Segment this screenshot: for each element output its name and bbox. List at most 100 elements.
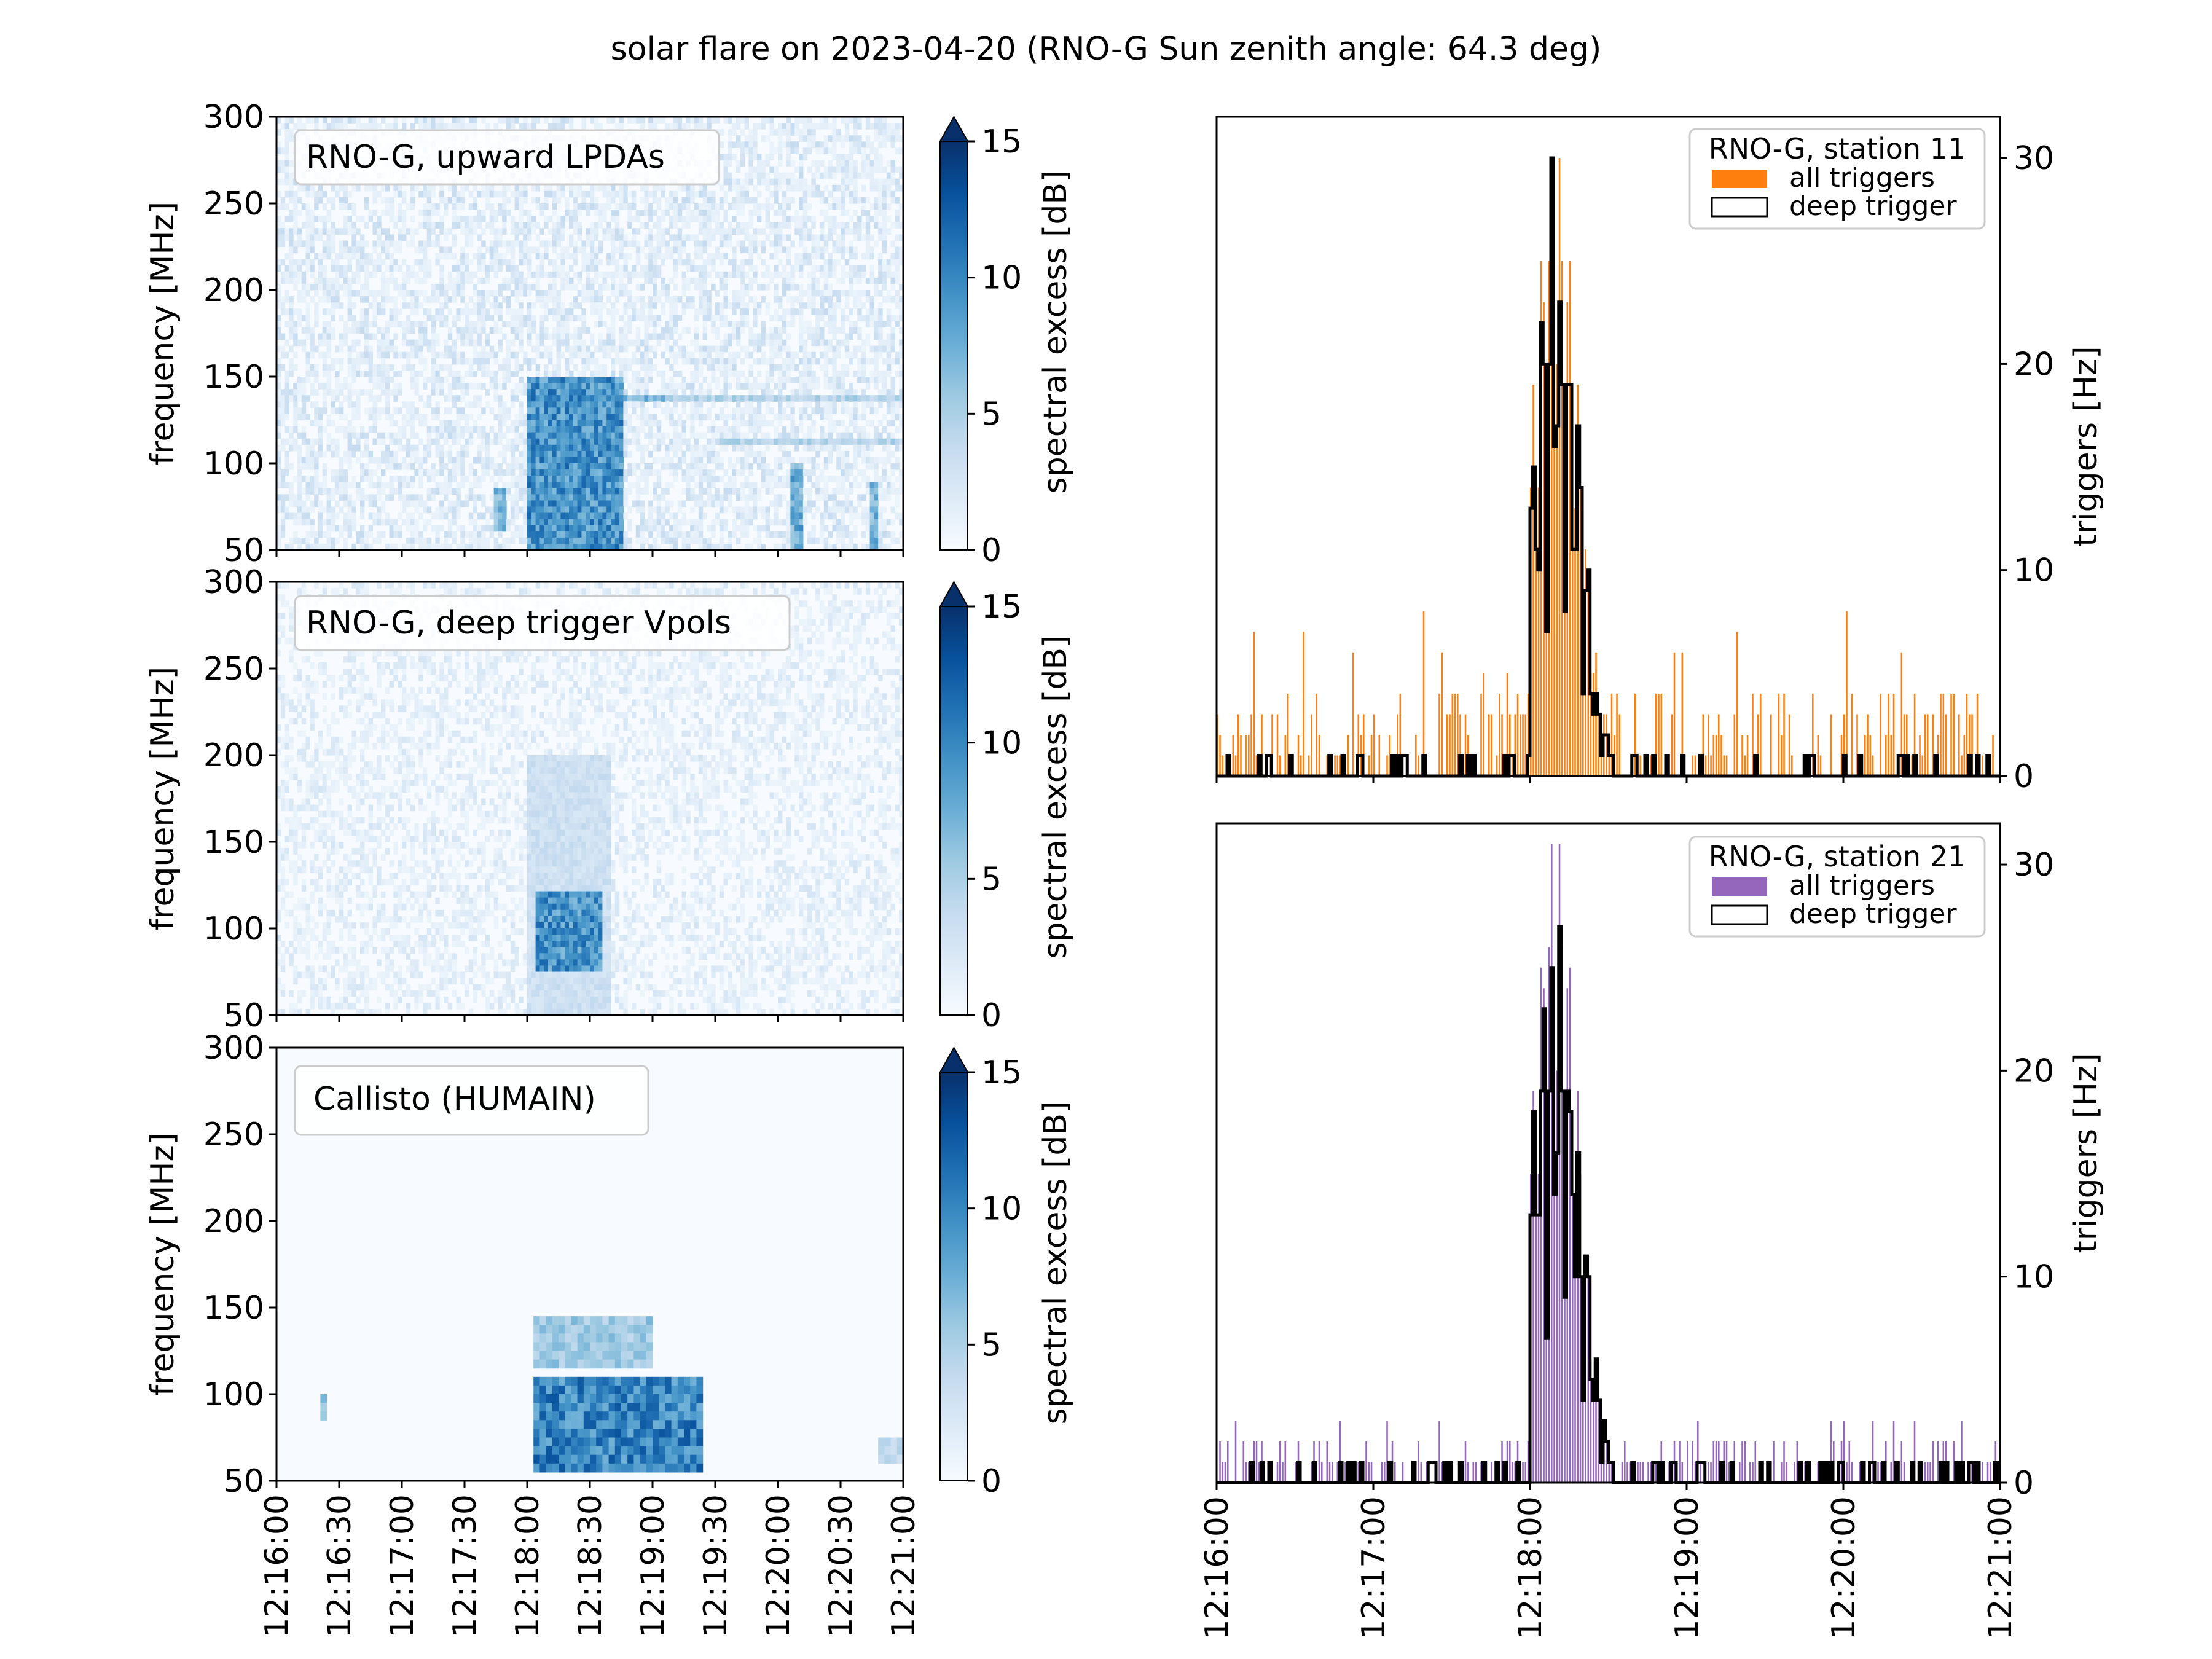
heatmap-cell [289,265,294,272]
heatmap-cell [828,420,833,427]
heatmap-cell [586,290,590,297]
heatmap-cell [569,389,574,396]
heatmap-cell [539,407,544,415]
heatmap-cell [598,407,603,415]
heatmap-cell [611,327,616,334]
heatmap-cell [728,172,732,179]
heatmap-cell [769,240,774,248]
heatmap-cell [573,302,578,309]
heatmap-cell [368,345,373,353]
heatmap-cell [890,135,895,142]
heatmap-cell [807,147,812,155]
heatmap-cell [619,358,624,365]
heatmap-cell [707,117,712,124]
heatmap-cell [586,351,590,359]
heatmap-cell [635,345,641,353]
heatmap-cell [498,426,503,433]
heatmap-cell [794,364,799,371]
heatmap-cell [393,389,398,396]
heatmap-cell [640,222,645,229]
heatmap-cell [594,253,599,260]
heatmap-cell [535,265,540,272]
heatmap-cell [895,407,900,415]
heatmap-cell [644,253,649,260]
heatmap-cell [586,432,590,439]
heatmap-cell [297,308,302,315]
heatmap-cell [644,321,649,328]
heatmap-cell [477,339,482,347]
heatmap-cell [702,283,707,291]
heatmap-cell [460,228,465,235]
heatmap-cell [748,222,753,229]
heatmap-cell [510,222,516,229]
heatmap-cell [811,333,816,340]
heatmap-cell [686,358,691,365]
heatmap-cell [310,296,315,303]
heatmap-cell [698,190,704,198]
heatmap-cell [707,197,712,204]
heatmap-cell [577,210,582,216]
heatmap-cell [552,234,557,241]
heatmap-cell [698,296,704,303]
heatmap-cell [385,351,390,359]
heatmap-cell [581,426,586,433]
heatmap-cell [744,377,749,383]
heatmap-cell [326,414,331,421]
heatmap-cell [790,377,795,383]
heatmap-cell [465,184,469,192]
heatmap-cell [343,246,348,254]
heatmap-cell [602,228,607,235]
heatmap-cell [653,253,657,260]
heatmap-cell [552,407,557,415]
heatmap-cell [573,377,578,383]
heatmap-cell [548,123,553,130]
heatmap-cell [356,290,361,297]
heatmap-cell [794,296,799,303]
heatmap-cell [802,123,808,130]
heatmap-cell [653,321,657,328]
heatmap-cell [602,351,607,359]
heatmap-cell [598,370,603,377]
heatmap-cell [318,197,323,204]
heatmap-cell [284,190,289,198]
heatmap-cell [823,141,829,148]
heatmap-cell [807,296,812,303]
heatmap-cell [648,216,653,222]
heatmap-cell [581,358,586,365]
heatmap-cell [502,377,507,383]
heatmap-cell [335,407,340,415]
heatmap-cell [623,265,628,272]
heatmap-cell [895,358,900,365]
heatmap-cell [635,426,641,433]
heatmap-cell [473,197,477,204]
heatmap-cell [644,420,649,427]
heatmap-cell [778,135,783,142]
heatmap-cell [435,333,440,340]
heatmap-cell [632,265,637,272]
heatmap-cell [790,240,795,248]
heatmap-cell [343,277,348,284]
heatmap-cell [711,283,716,291]
heatmap-cell [527,259,532,266]
heatmap-cell [590,308,595,315]
heatmap-cell [418,302,423,309]
heatmap-cell [769,203,774,210]
heatmap-cell [398,246,402,254]
heatmap-cell [736,210,741,216]
heatmap-cell [786,246,791,254]
heatmap-cell [364,283,369,291]
heatmap-cell [586,401,590,408]
heatmap-cell [423,240,428,248]
heatmap-cell [514,432,519,439]
heatmap-cell [577,222,582,229]
heatmap-cell [544,216,549,222]
heatmap-cell [565,358,570,365]
heatmap-cell [473,370,477,377]
heatmap-cell [748,216,753,222]
heatmap-cell [276,333,281,340]
heatmap-cell [293,407,298,415]
heatmap-cell [381,210,386,216]
heatmap-cell [661,395,665,402]
heatmap-cell [481,228,486,235]
heatmap-cell [744,184,749,192]
